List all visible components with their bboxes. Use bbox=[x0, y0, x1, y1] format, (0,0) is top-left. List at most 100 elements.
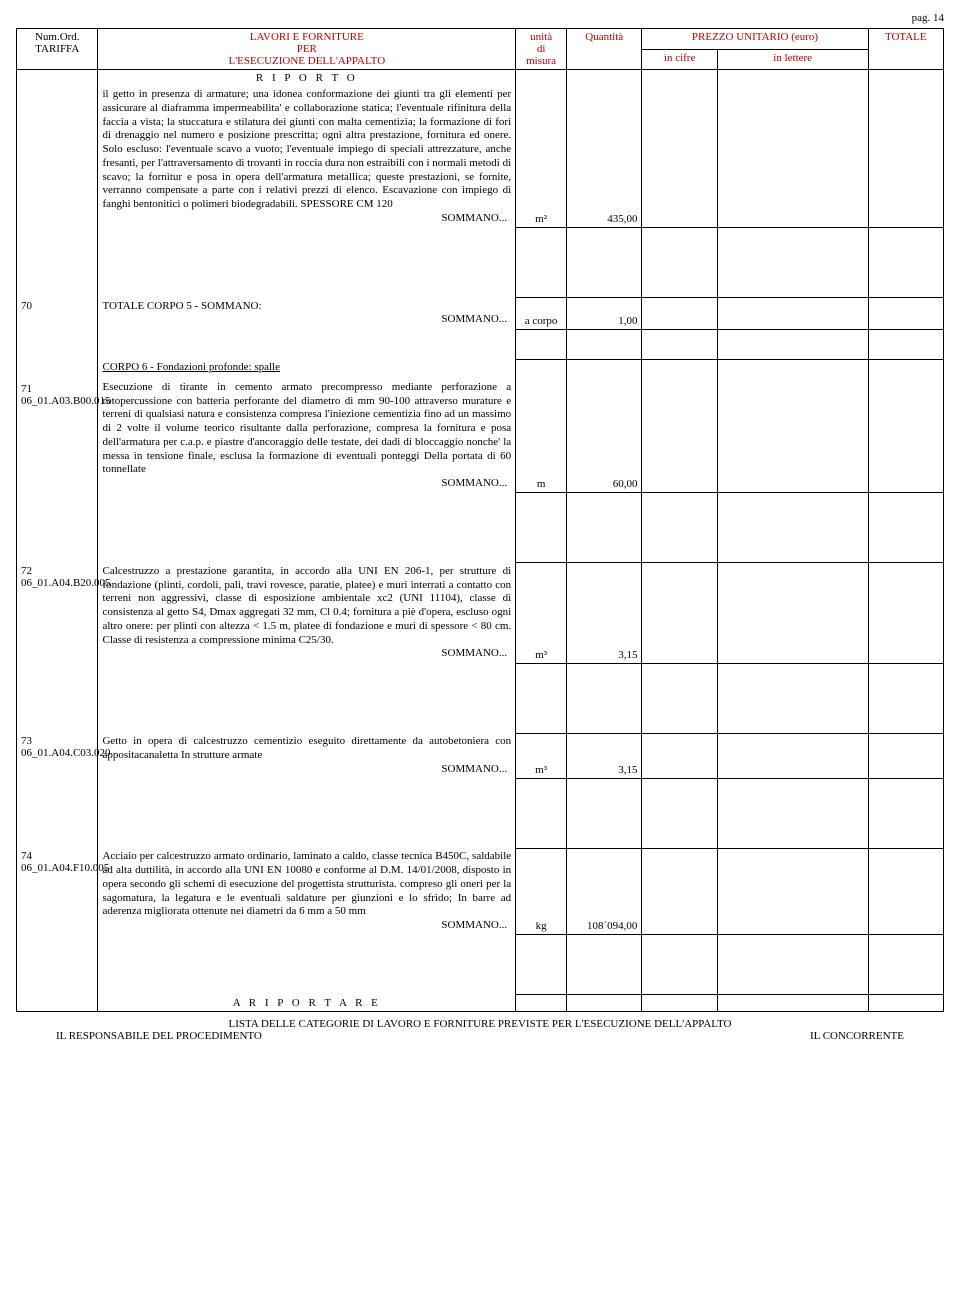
hdr-tariffa: Num.Ord. TARIFFA bbox=[17, 29, 98, 70]
spacer-row bbox=[17, 493, 944, 563]
code-cell bbox=[17, 86, 98, 228]
desc-cell: Acciaio per calcestruzzo armato ordinari… bbox=[98, 848, 516, 935]
hdr-lavori-l2: PER bbox=[102, 43, 511, 55]
code-num: 72 bbox=[21, 565, 93, 577]
unit-cell: a corpo bbox=[516, 298, 567, 330]
unit-cell: m³ bbox=[516, 733, 567, 778]
spacer-row bbox=[17, 935, 944, 995]
qty-cell: 3,15 bbox=[567, 733, 642, 778]
desc-cell: Getto in opera di calcestruzzo cementizi… bbox=[98, 733, 516, 778]
desc-text: TOTALE CORPO 5 - SOMMANO: bbox=[102, 300, 511, 314]
header-row-1: Num.Ord. TARIFFA LAVORI E FORNITURE PER … bbox=[17, 29, 944, 50]
total-cell bbox=[868, 848, 943, 935]
code-cell: 73 06_01.A04.C03.020 bbox=[17, 733, 98, 778]
unit-cell: m³ bbox=[516, 563, 567, 663]
qty-cell: 435,00 bbox=[567, 86, 642, 228]
desc-cell: il getto in presenza di armature; una id… bbox=[98, 86, 516, 228]
sommano: SOMMANO... bbox=[102, 919, 511, 933]
hdr-tariffa-label: TARIFFA bbox=[21, 43, 93, 55]
code-cell: 72 06_01.A04.B20.005 bbox=[17, 563, 98, 663]
price-lettere bbox=[717, 298, 868, 330]
price-lettere bbox=[717, 86, 868, 228]
price-cifre bbox=[642, 733, 717, 778]
table-row: 73 06_01.A04.C03.020 Getto in opera di c… bbox=[17, 733, 944, 778]
section-title: CORPO 6 - Fondazioni profonde: spalle bbox=[102, 361, 511, 375]
desc-cell: CORPO 6 - Fondazioni profonde: spalle Es… bbox=[98, 359, 516, 493]
hdr-lavori: LAVORI E FORNITURE PER L'ESECUZIONE DELL… bbox=[98, 29, 516, 70]
hdr-unita-l1: unità bbox=[520, 31, 562, 43]
code-ref: 06_01.A03.B00.015 bbox=[21, 395, 93, 407]
qty-cell: 3,15 bbox=[567, 563, 642, 663]
hdr-unita: unità di misura bbox=[516, 29, 567, 70]
total-cell bbox=[868, 563, 943, 663]
table-row: 74 06_01.A04.F10.005 Acciaio per calcest… bbox=[17, 848, 944, 935]
hdr-totale: TOTALE bbox=[868, 29, 943, 70]
hdr-prezzo: PREZZO UNITARIO (euro) bbox=[642, 29, 868, 50]
table-row: 72 06_01.A04.B20.005 Calcestruzzo a pres… bbox=[17, 563, 944, 663]
hdr-inlettere: in lettere bbox=[717, 49, 868, 70]
total-cell bbox=[868, 359, 943, 493]
price-cifre bbox=[642, 86, 717, 228]
code-num: 73 bbox=[21, 735, 93, 747]
sommano: SOMMANO... bbox=[102, 313, 511, 327]
footer-left: IL RESPONSABILE DEL PROCEDIMENTO bbox=[56, 1030, 262, 1042]
boq-table: Num.Ord. TARIFFA LAVORI E FORNITURE PER … bbox=[16, 28, 944, 1012]
desc-text: Esecuzione di tirante in cemento armato … bbox=[102, 381, 511, 477]
total-cell bbox=[868, 733, 943, 778]
desc-text: il getto in presenza di armature; una id… bbox=[102, 88, 511, 212]
code-ref: 06_01.A04.B20.005 bbox=[21, 577, 93, 589]
code-num: 74 bbox=[21, 850, 93, 862]
unit-cell: m² bbox=[516, 86, 567, 228]
riportare-label: A R I P O R T A R E bbox=[98, 995, 516, 1012]
price-cifre bbox=[642, 359, 717, 493]
footer-sub: IL RESPONSABILE DEL PROCEDIMENTO IL CONC… bbox=[16, 1030, 944, 1042]
spacer-row bbox=[17, 778, 944, 848]
hdr-unita-l2: di bbox=[520, 43, 562, 55]
qty-cell: 60,00 bbox=[567, 359, 642, 493]
spacer-row bbox=[17, 228, 944, 298]
sommano: SOMMANO... bbox=[102, 477, 511, 491]
hdr-quantita: Quantità bbox=[567, 29, 642, 70]
sommano: SOMMANO... bbox=[102, 647, 511, 661]
total-cell bbox=[868, 298, 943, 330]
price-lettere bbox=[717, 733, 868, 778]
price-lettere bbox=[717, 359, 868, 493]
code-ref: 06_01.A04.F10.005 bbox=[21, 862, 93, 874]
hdr-unita-l3: misura bbox=[520, 55, 562, 67]
hdr-lavori-l3: L'ESECUZIONE DELL'APPALTO bbox=[102, 55, 511, 67]
spacer-row bbox=[17, 663, 944, 733]
code-cell: 70 bbox=[17, 298, 98, 330]
hdr-lavori-l1: LAVORI E FORNITURE bbox=[102, 31, 511, 43]
hdr-numord: Num.Ord. bbox=[21, 31, 93, 43]
hdr-incifre: in cifre bbox=[642, 49, 717, 70]
qty-cell: 1,00 bbox=[567, 298, 642, 330]
sommano: SOMMANO... bbox=[102, 212, 511, 226]
price-lettere bbox=[717, 563, 868, 663]
code-ref: 06_01.A04.C03.020 bbox=[21, 747, 93, 759]
total-cell bbox=[868, 86, 943, 228]
price-cifre bbox=[642, 848, 717, 935]
code-num: 71 bbox=[21, 383, 93, 395]
price-cifre bbox=[642, 563, 717, 663]
unit-cell: m bbox=[516, 359, 567, 493]
unit-cell: kg bbox=[516, 848, 567, 935]
qty-cell: 108´094,00 bbox=[567, 848, 642, 935]
riporto-row: R I P O R T O bbox=[17, 70, 944, 87]
price-lettere bbox=[717, 848, 868, 935]
table-row: il getto in presenza di armature; una id… bbox=[17, 86, 944, 228]
desc-text: Acciaio per calcestruzzo armato ordinari… bbox=[102, 850, 511, 919]
spacer-row bbox=[17, 329, 944, 359]
code-cell: 74 06_01.A04.F10.005 bbox=[17, 848, 98, 935]
code-cell: 71 06_01.A03.B00.015 bbox=[17, 359, 98, 493]
desc-text: Getto in opera di calcestruzzo cementizi… bbox=[102, 735, 511, 763]
table-row: 71 06_01.A03.B00.015 CORPO 6 - Fondazion… bbox=[17, 359, 944, 493]
desc-cell: TOTALE CORPO 5 - SOMMANO: SOMMANO... bbox=[98, 298, 516, 330]
desc-cell: Calcestruzzo a prestazione garantita, in… bbox=[98, 563, 516, 663]
sommano: SOMMANO... bbox=[102, 763, 511, 777]
price-cifre bbox=[642, 298, 717, 330]
footer-right: IL CONCORRENTE bbox=[810, 1030, 904, 1042]
desc-text: Calcestruzzo a prestazione garantita, in… bbox=[102, 565, 511, 648]
footer-title: LISTA DELLE CATEGORIE DI LAVORO E FORNIT… bbox=[16, 1018, 944, 1030]
table-row: 70 TOTALE CORPO 5 - SOMMANO: SOMMANO... … bbox=[17, 298, 944, 330]
riportare-row: A R I P O R T A R E bbox=[17, 995, 944, 1012]
